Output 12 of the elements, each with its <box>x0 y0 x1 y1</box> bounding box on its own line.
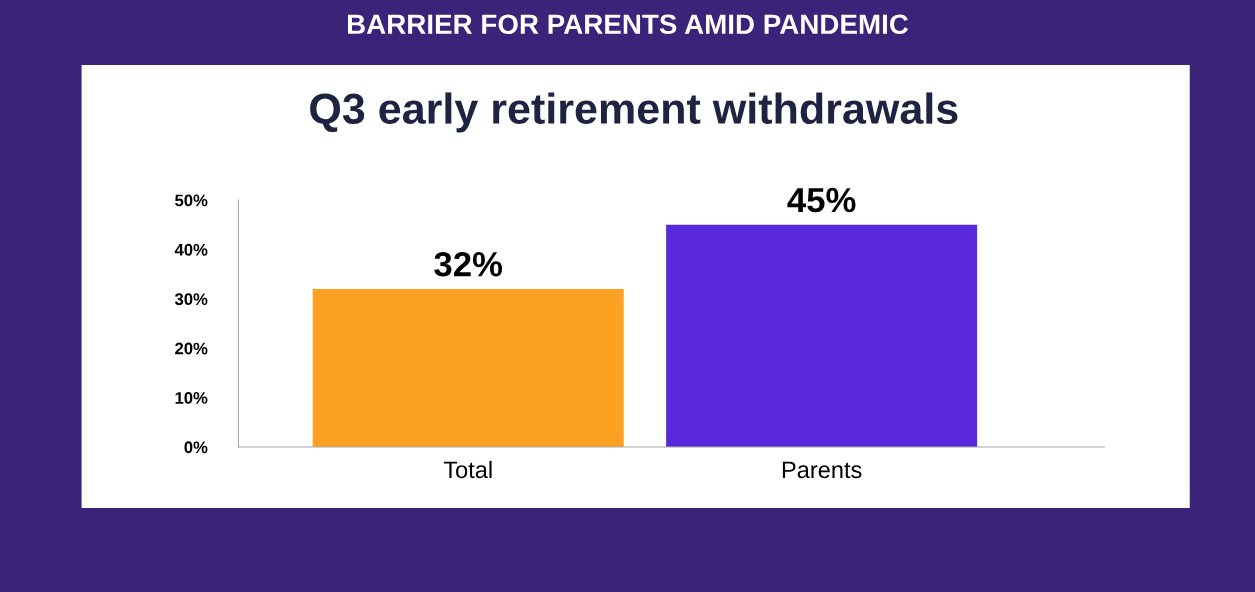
y-tick-label: 10% <box>175 391 208 404</box>
x-tick-label: Parents <box>782 461 862 479</box>
y-tick-label: 50% <box>175 194 208 207</box>
y-tick-label: 30% <box>174 293 208 306</box>
data-label: 45% <box>787 187 856 213</box>
y-tick-label: 40% <box>174 243 208 256</box>
chart-title: Q3 early retirement withdrawals <box>310 92 958 133</box>
y-tick-label: 20% <box>175 342 208 355</box>
x-tick-label: Total <box>443 460 492 479</box>
data-label: 32% <box>434 251 503 277</box>
y-tick-label: 0% <box>184 441 208 454</box>
text: BARRIER FOR PARENTS AMID PANDEMIC <box>347 14 909 35</box>
